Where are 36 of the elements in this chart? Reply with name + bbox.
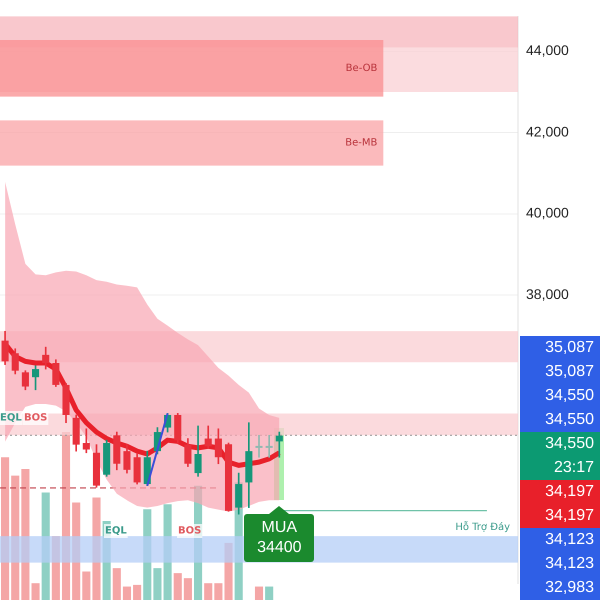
y-tick-label: 38,000 <box>526 286 570 302</box>
bar <box>153 568 162 600</box>
y-tick-label: 44,000 <box>526 42 570 58</box>
text: 32,983 <box>520 576 600 600</box>
text: 35,087 <box>520 336 600 360</box>
annotation: BOS <box>178 526 202 537</box>
text: 34,550 <box>520 384 600 408</box>
bar <box>265 586 274 600</box>
y-tick-label: 40,000 <box>526 204 570 221</box>
ref-line-label: Hỗ Trợ Đáy <box>455 521 510 534</box>
bar <box>122 586 132 600</box>
bar <box>31 583 40 600</box>
bar <box>82 571 90 600</box>
bar <box>254 586 264 600</box>
bar <box>112 568 121 600</box>
text: 34,123 <box>520 528 600 552</box>
candlestick <box>255 434 263 458</box>
band-label: Be-MB <box>345 138 378 149</box>
text: 34,197 <box>520 480 600 504</box>
annotation: EQL <box>105 526 128 537</box>
bar <box>204 583 212 600</box>
annotation: MUA 34400 <box>244 514 314 562</box>
bar <box>214 583 222 600</box>
text: 34,550 <box>520 432 600 456</box>
band-label: Be-OB <box>346 62 378 74</box>
text: 23:17 <box>520 456 600 480</box>
y-tick-label: 42,000 <box>526 123 570 140</box>
annotation: BOS <box>24 412 48 424</box>
bar <box>133 584 142 600</box>
text: 34,550 <box>520 408 600 432</box>
text: 35,087 <box>520 360 600 384</box>
annotation: EQL <box>0 412 22 424</box>
bar <box>184 578 192 600</box>
bar <box>174 573 182 600</box>
text: 34,197 <box>520 504 600 528</box>
text: 34,123 <box>520 552 600 576</box>
